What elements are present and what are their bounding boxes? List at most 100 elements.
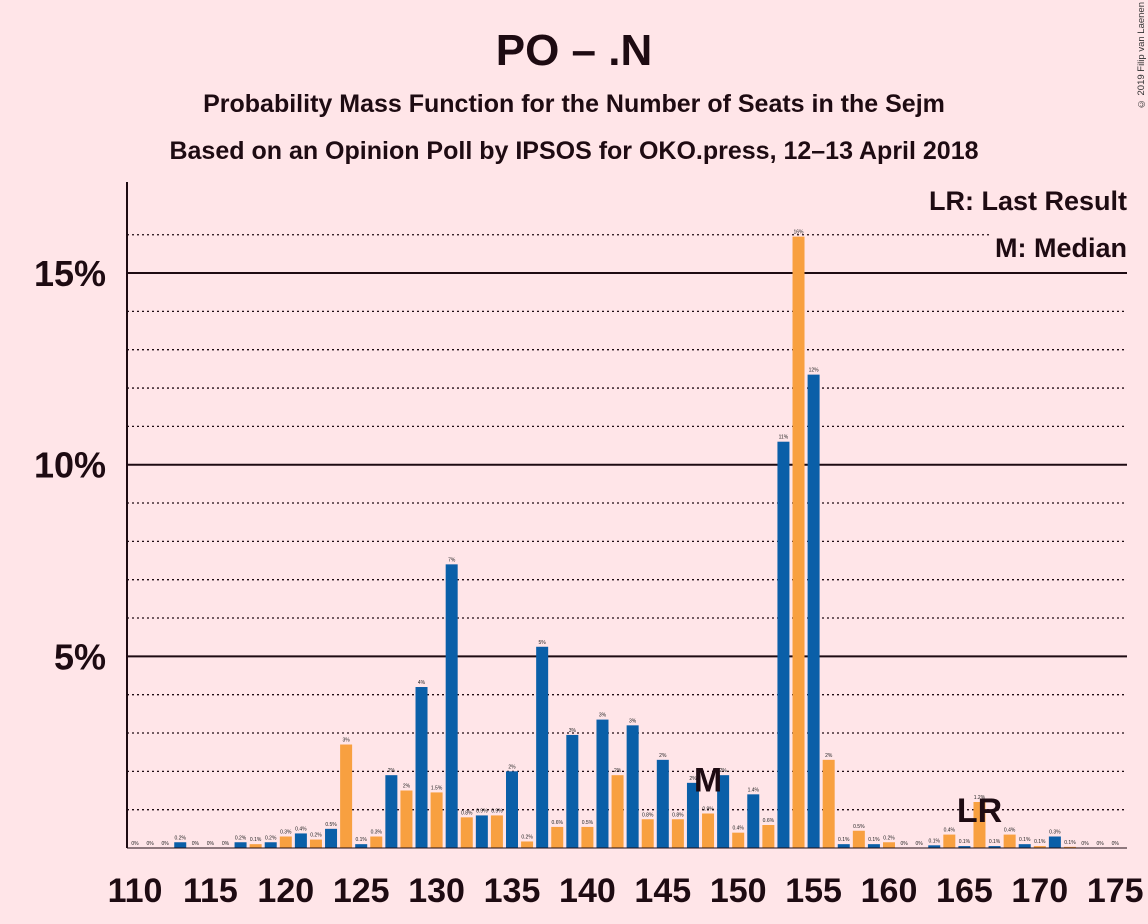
bar-seat-121 <box>294 833 307 848</box>
bar-label-seat-170: 0.1% <box>1034 839 1046 845</box>
chart-subtitle: Probability Mass Function for the Number… <box>203 90 945 118</box>
bar-label-seat-138: 0.6% <box>552 820 564 826</box>
bar-seat-157 <box>837 844 850 848</box>
bar-seat-139 <box>566 734 579 848</box>
bar-seat-119 <box>264 842 277 848</box>
bar-label-seat-149: 2% <box>720 768 728 774</box>
bar-seat-144 <box>641 819 654 848</box>
bar-label-seat-162: 0% <box>916 841 924 847</box>
bar-label-seat-111: 0% <box>146 841 154 847</box>
legend-median: M: Median <box>995 233 1127 263</box>
bar-seat-130 <box>430 792 443 848</box>
bar-seat-169 <box>1018 844 1031 848</box>
bar-label-seat-131: 7% <box>448 557 456 563</box>
bar-label-seat-151: 1.4% <box>748 787 760 793</box>
bar-seat-138 <box>551 826 564 848</box>
bar-seat-154 <box>792 236 805 849</box>
bar-label-seat-171: 0.3% <box>1049 830 1061 836</box>
bar-seat-128 <box>400 790 413 848</box>
bar-seat-158 <box>852 830 865 848</box>
median-marker: M <box>694 762 722 800</box>
bar-label-seat-154: 16% <box>794 230 805 236</box>
bar-label-seat-139: 3% <box>569 728 577 734</box>
bar-label-seat-125: 0.1% <box>355 837 367 843</box>
bar-seat-153 <box>777 441 790 848</box>
x-tick-label: 165 <box>936 872 993 910</box>
bar-label-seat-129: 4% <box>418 680 426 686</box>
bar-label-seat-137: 5% <box>539 640 547 646</box>
bar-label-seat-123: 0.5% <box>325 822 337 828</box>
bar-label-seat-126: 0.3% <box>371 830 383 836</box>
bar-label-seat-134: 0.9% <box>491 808 503 814</box>
bar-label-seat-120: 0.3% <box>280 830 292 836</box>
bar-label-seat-169: 0.1% <box>1019 837 1031 843</box>
bar-label-seat-161: 0% <box>900 841 908 847</box>
bar-seat-165 <box>958 846 971 848</box>
bar-label-seat-115: 0% <box>207 841 215 847</box>
bar-label-seat-146: 0.8% <box>672 812 684 818</box>
bar-seat-124 <box>340 744 353 848</box>
bar-label-seat-150: 0.4% <box>732 826 744 832</box>
bar-label-seat-173: 0% <box>1081 841 1089 847</box>
chart-subtitle-source: Based on an Opinion Poll by IPSOS for OK… <box>169 137 979 165</box>
bar-label-seat-168: 0.4% <box>1004 828 1016 834</box>
legend-last-result: LR: Last Result <box>929 186 1127 216</box>
bar-label-seat-147: 2% <box>689 776 697 782</box>
x-tick-label: 155 <box>785 872 842 910</box>
x-tick-label: 150 <box>710 872 767 910</box>
bar-label-seat-174: 0% <box>1097 841 1105 847</box>
bar-seat-155 <box>807 374 820 848</box>
bar-label-seat-116: 0% <box>222 841 230 847</box>
bar-seat-166 <box>973 802 986 848</box>
bar-label-seat-114: 0% <box>192 841 200 847</box>
chart-title: PO – .N <box>495 26 653 75</box>
bar-label-seat-112: 0% <box>162 841 170 847</box>
bar-seat-140 <box>581 826 594 848</box>
bar-label-seat-143: 3% <box>629 718 637 724</box>
bar-label-seat-113: 0.2% <box>175 835 187 841</box>
legend-bg <box>940 186 1130 216</box>
bar-label-seat-110: 0% <box>131 841 139 847</box>
bar-seat-170 <box>1033 846 1046 848</box>
bar-seat-131 <box>445 564 458 848</box>
bar-seat-152 <box>762 825 775 848</box>
bar-label-seat-127: 2% <box>388 768 396 774</box>
bar-seat-164 <box>943 834 956 848</box>
bar-label-seat-136: 0.2% <box>521 834 533 840</box>
bar-seat-136 <box>521 841 534 848</box>
bar-label-seat-148: 0.9% <box>702 807 714 813</box>
x-tick-label: 175 <box>1087 872 1144 910</box>
legend-bg <box>990 232 1130 264</box>
bar-label-seat-142: 2% <box>614 768 622 774</box>
last-result-marker: LR <box>957 792 1002 830</box>
bar-seat-126 <box>370 836 383 848</box>
bar-seat-129 <box>415 687 428 848</box>
x-tick-label: 115 <box>183 872 238 910</box>
bar-seat-123 <box>325 828 338 848</box>
bar-seat-172 <box>1063 846 1076 848</box>
bar-label-seat-155: 12% <box>809 368 820 374</box>
bar-seat-141 <box>596 719 609 848</box>
bar-seat-145 <box>656 759 669 848</box>
bar-seat-149 <box>717 775 730 848</box>
bar-seat-160 <box>883 842 895 848</box>
bar-label-seat-153: 11% <box>779 435 789 441</box>
bar-label-seat-158: 0.5% <box>853 824 865 830</box>
bar-label-seat-132: 0.8% <box>461 810 473 816</box>
x-tick-label: 145 <box>634 872 691 910</box>
bar-seat-134 <box>490 815 503 848</box>
bar-seat-168 <box>1003 834 1016 848</box>
x-tick-label: 110 <box>108 872 163 910</box>
bar-label-seat-119: 0.2% <box>265 835 277 841</box>
y-tick-label: 15% <box>34 253 106 294</box>
bar-seat-132 <box>460 817 473 848</box>
bar-seat-113 <box>174 842 187 848</box>
bar-label-seat-141: 3% <box>599 713 607 719</box>
bar-label-seat-164: 0.4% <box>944 828 956 834</box>
bar-label-seat-152: 0.6% <box>763 818 775 824</box>
bar-seat-125 <box>355 844 368 848</box>
bar-label-seat-145: 2% <box>659 753 667 759</box>
x-tick-label: 140 <box>559 872 616 910</box>
bar-seat-120 <box>279 836 292 848</box>
bar-seat-133 <box>475 815 488 848</box>
